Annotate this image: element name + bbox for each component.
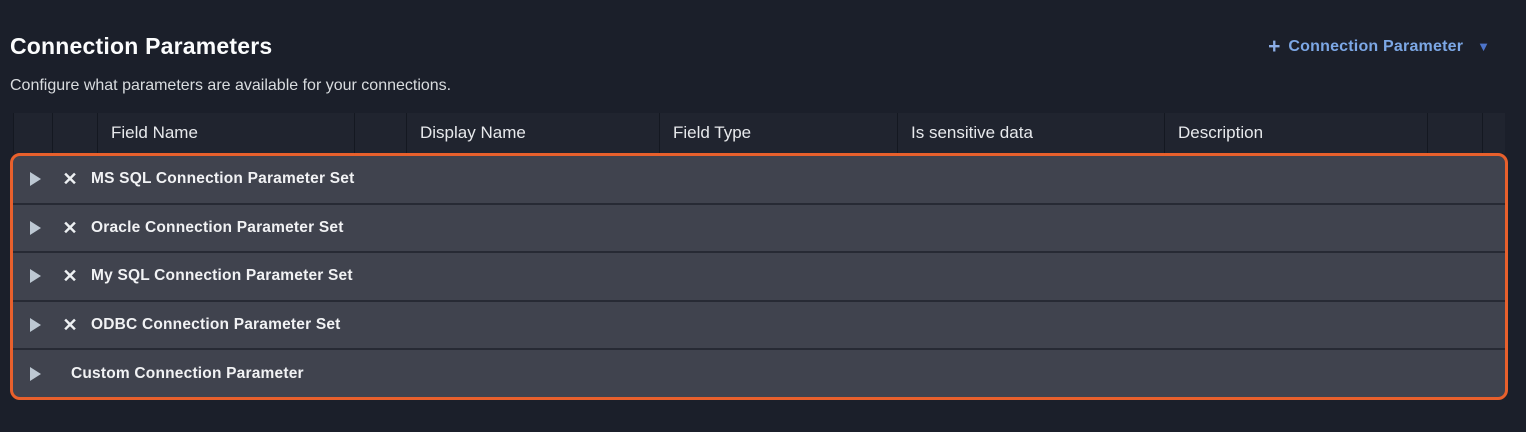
- column-header-field-type: Field Type: [660, 113, 898, 153]
- column-header-delete: [53, 113, 98, 153]
- delete-icon: ✕: [62, 217, 78, 238]
- chevron-right-icon: [29, 318, 41, 333]
- table-row-odbc[interactable]: ✕ ODBC Connection Parameter Set: [13, 299, 1505, 349]
- column-header-display-name: Display Name: [407, 113, 660, 153]
- delete-icon: ✕: [62, 315, 78, 336]
- column-header-description: Description: [1165, 113, 1428, 153]
- plus-icon: +: [1268, 35, 1281, 58]
- delete-button[interactable]: ✕: [53, 170, 87, 188]
- table-row-custom[interactable]: Custom Connection Parameter: [13, 348, 1505, 397]
- column-header-spacer: [355, 113, 407, 153]
- column-header-end-spacer: [1483, 113, 1505, 153]
- page-title: Connection Parameters: [10, 33, 273, 59]
- delete-icon: ✕: [62, 169, 78, 190]
- row-label: Custom Connection Parameter: [71, 364, 304, 382]
- expand-button[interactable]: [13, 318, 53, 333]
- expand-button[interactable]: [13, 220, 53, 235]
- chevron-right-icon: [29, 220, 41, 235]
- row-label: ODBC Connection Parameter Set: [91, 316, 341, 334]
- column-header-is-sensitive-data: Is sensitive data: [898, 113, 1165, 153]
- delete-button[interactable]: ✕: [53, 219, 87, 237]
- expand-button[interactable]: [13, 366, 53, 381]
- add-connection-parameter-label: Connection Parameter: [1288, 37, 1464, 55]
- chevron-right-icon: [29, 269, 41, 284]
- column-header-trailing-spacer: [1428, 113, 1483, 153]
- parameters-table-header: Field Name Display Name Field Type Is se…: [13, 113, 1505, 153]
- row-label: MS SQL Connection Parameter Set: [91, 170, 355, 188]
- delete-button[interactable]: ✕: [53, 316, 87, 334]
- row-label: My SQL Connection Parameter Set: [91, 267, 353, 285]
- chevron-right-icon: [29, 366, 41, 381]
- delete-icon: ✕: [62, 266, 78, 287]
- add-connection-parameter-button[interactable]: + Connection Parameter ▼: [1268, 36, 1490, 57]
- table-row-my-sql[interactable]: ✕ My SQL Connection Parameter Set: [13, 251, 1505, 300]
- chevron-right-icon: [29, 172, 41, 187]
- row-label: Oracle Connection Parameter Set: [91, 218, 344, 236]
- page-subtitle: Configure what parameters are available …: [10, 77, 452, 94]
- expand-button[interactable]: [13, 269, 53, 284]
- delete-button[interactable]: ✕: [53, 267, 87, 285]
- chevron-down-icon[interactable]: ▼: [1477, 39, 1490, 54]
- table-row-oracle[interactable]: ✕ Oracle Connection Parameter Set: [13, 202, 1505, 252]
- column-header-field-name: Field Name: [98, 113, 355, 153]
- expand-button[interactable]: [13, 172, 53, 187]
- column-header-expand: [13, 113, 53, 153]
- table-row-ms-sql[interactable]: ✕ MS SQL Connection Parameter Set: [13, 156, 1505, 203]
- connection-parameter-sets-panel: ✕ MS SQL Connection Parameter Set ✕ Orac…: [10, 153, 1508, 400]
